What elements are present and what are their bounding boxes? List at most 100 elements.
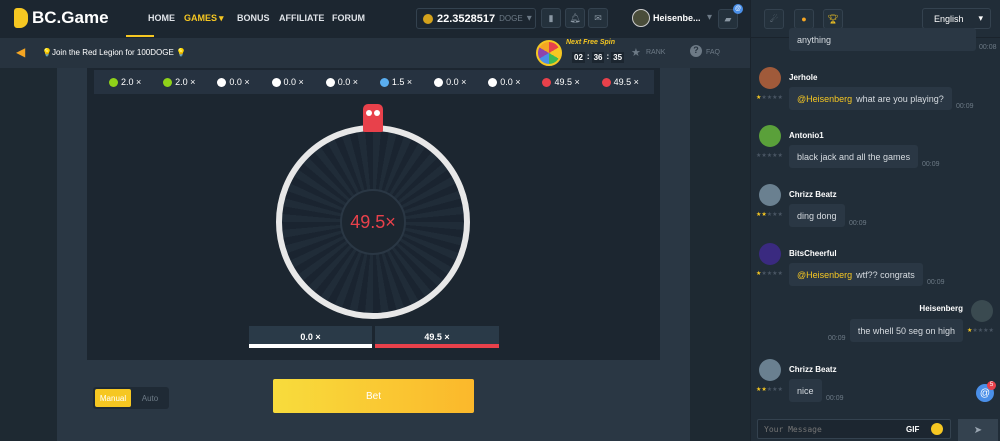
- nav-forum[interactable]: FORUM: [332, 13, 365, 23]
- logo[interactable]: BC.Game: [14, 8, 109, 28]
- user-avatar[interactable]: [759, 125, 781, 147]
- notification-badge: @: [733, 4, 743, 14]
- star-icon: ★: [631, 47, 641, 59]
- next-free-spin-label: Next Free Spin: [566, 39, 616, 46]
- chat-toggle-button[interactable]: ▰: [718, 9, 738, 29]
- nav-games[interactable]: GAMES: [184, 13, 218, 23]
- user-avatar[interactable]: [759, 67, 781, 89]
- result-history: 2.0 × 2.0 × 0.0 × 0.0 × 0.0 × 1.5 × 0.0 × 0.0 ×…: [94, 70, 654, 94]
- bet-button[interactable]: Bet: [273, 379, 474, 413]
- history-item: 0.0 ×: [271, 77, 304, 87]
- result-value: 49.5 ×: [613, 77, 639, 87]
- username[interactable]: Heisenbe...: [653, 13, 701, 23]
- balance-selector[interactable]: 22.3528517 DOGE ▾: [416, 8, 536, 29]
- left-gutter: [0, 68, 57, 441]
- history-item: 2.0 ×: [163, 77, 195, 87]
- send-button[interactable]: ➤: [958, 419, 998, 441]
- rank-link[interactable]: RANK: [646, 49, 666, 56]
- send-icon: ➤: [973, 424, 983, 436]
- user-avatar[interactable]: [759, 359, 781, 381]
- chat-username[interactable]: Heisenberg: [919, 304, 963, 313]
- message-time: 00:09: [922, 161, 940, 168]
- result-dot: [271, 77, 281, 87]
- chat-message-bubble: the whell 50 seg on high: [849, 319, 963, 342]
- message-text: nice: [797, 385, 814, 396]
- leaderboard-button[interactable]: 🏆︎: [823, 9, 843, 29]
- history-item: 49.5 ×: [601, 77, 639, 87]
- doge-coin-icon: [423, 13, 433, 24]
- logo-icon: [14, 8, 28, 28]
- messages-button[interactable]: ✉: [588, 8, 608, 28]
- user-level-stars: ★★★★★: [756, 271, 783, 277]
- message-time: 00:09: [956, 103, 974, 110]
- rain-button[interactable]: ☄: [764, 9, 784, 29]
- message-time: 00:09: [849, 220, 867, 227]
- gif-button[interactable]: GIF: [906, 425, 920, 434]
- history-item: 2.0 ×: [108, 77, 142, 87]
- free-spin-wheel-icon[interactable]: [536, 40, 562, 66]
- trophy-icon: 🏆︎: [827, 13, 839, 24]
- chat-username[interactable]: Jerhole: [789, 73, 818, 82]
- message-time: 00:09: [828, 335, 846, 342]
- avatar[interactable]: [632, 9, 650, 27]
- announcement-bar: ◀ 💡Join the Red Legion for 100DOGE 💡 Nex…: [0, 38, 750, 68]
- nav-home[interactable]: HOME: [148, 13, 175, 23]
- nav-bonus[interactable]: BONUS: [237, 13, 270, 23]
- announcement-text[interactable]: 💡Join the Red Legion for 100DOGE 💡: [42, 48, 186, 57]
- manual-tab[interactable]: Manual: [95, 389, 131, 407]
- chevron-down-icon: ▾: [219, 13, 224, 23]
- user-avatar[interactable]: [971, 300, 993, 322]
- chat-username[interactable]: Chrizz Beatz: [789, 190, 837, 199]
- option-label: 49.5 ×: [424, 332, 450, 342]
- message-text: ding dong: [797, 210, 837, 221]
- auto-tab[interactable]: Auto: [141, 393, 159, 403]
- chat-username[interactable]: Chrizz Beatz: [789, 365, 837, 374]
- mode-toggle: Manual Auto: [93, 387, 169, 409]
- chat-message-input[interactable]: [757, 419, 951, 439]
- chat-username[interactable]: BitsCheerful: [789, 249, 837, 258]
- timer-seconds: 35: [611, 52, 625, 63]
- history-item: 49.5 ×: [542, 77, 580, 87]
- bell-icon: 🔔︎: [569, 12, 581, 23]
- notifications-button[interactable]: 🔔︎: [565, 8, 585, 28]
- currency-label: DOGE: [499, 14, 523, 23]
- result-value: 1.5 ×: [391, 77, 413, 87]
- coin-drop-button[interactable]: ●: [794, 9, 814, 29]
- chat-username[interactable]: Antonio1: [789, 131, 824, 140]
- top-header: BC.Game HOME GAMES ▾ BONUS AFFILIATE FOR…: [0, 0, 750, 38]
- result-value: 49.5 ×: [554, 77, 580, 87]
- emoji-button[interactable]: [931, 423, 943, 435]
- result-dot: [601, 77, 611, 87]
- option-label: 0.0 ×: [300, 332, 321, 342]
- user-mention[interactable]: @Heisenberg: [797, 269, 853, 280]
- user-level-stars: ★★★★★: [756, 212, 783, 218]
- user-level-stars: ★★★★★: [756, 95, 783, 101]
- user-avatar[interactable]: [759, 243, 781, 265]
- spin-countdown: 02:36:35: [572, 52, 625, 63]
- rain-icon: ☄: [769, 13, 779, 24]
- timer-minutes: 36: [591, 52, 605, 63]
- nav-affiliate[interactable]: AFFILIATE: [279, 13, 325, 23]
- result-value: 2.0 ×: [120, 77, 142, 87]
- result-value: 0.0 ×: [500, 77, 521, 87]
- history-item: 0.0 ×: [488, 77, 521, 87]
- result-dot: [542, 77, 552, 87]
- owl-pointer-icon: [363, 104, 383, 132]
- chevron-down-icon: ▾: [707, 12, 713, 23]
- mentions-count-badge: 5: [987, 381, 996, 390]
- language-select[interactable]: English ▾: [922, 8, 991, 29]
- user-avatar[interactable]: [759, 184, 781, 206]
- result-dot: [434, 77, 444, 87]
- result-value: 2.0 ×: [175, 77, 196, 87]
- message-text: wtf?? congrats: [856, 269, 915, 280]
- user-mention[interactable]: @Heisenberg: [797, 93, 853, 104]
- faq-link[interactable]: FAQ: [706, 49, 721, 56]
- wallet-button[interactable]: ▮: [541, 8, 561, 28]
- mail-icon: ✉: [594, 12, 602, 23]
- message-text: the whell 50 seg on high: [857, 325, 955, 336]
- result-value: 0.0 ×: [283, 77, 304, 87]
- result-dot: [108, 77, 118, 87]
- chevron-down-icon: ▾: [526, 13, 532, 24]
- history-item: 1.5 ×: [379, 77, 413, 87]
- message-time: 00:08: [979, 44, 997, 51]
